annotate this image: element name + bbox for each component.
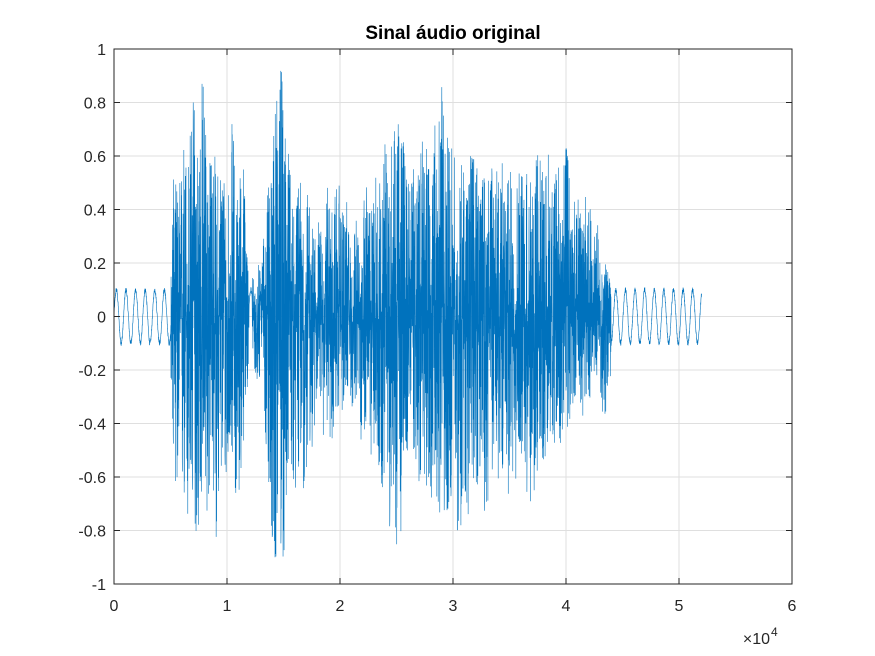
y-tick-label: 0.6 [84, 149, 106, 166]
x-tick-label: 0 [110, 598, 119, 615]
tick-labels: 0 1 2 3 4 5 6 -1 -0.8 -0.6 -0.4 -0.2 0 0.2 0.4 0.6 0.8 1 [78, 42, 796, 615]
y-tick-label: 0 [97, 310, 106, 327]
x-tick-label: 5 [675, 598, 684, 615]
signal-line [113, 70, 702, 558]
signal-series [113, 70, 702, 558]
y-tick-label: -1 [92, 577, 106, 594]
y-tick-label: -0.6 [78, 470, 106, 487]
x-tick-label: 4 [562, 598, 571, 615]
x-axis-multiplier-exponent: 4 [771, 625, 778, 639]
chart-title: Sinal áudio original [365, 23, 540, 44]
x-tick-label: 3 [449, 598, 458, 615]
y-tick-label: -0.4 [78, 417, 106, 434]
x-tick-label: 2 [336, 598, 345, 615]
x-tick-label: 6 [788, 598, 797, 615]
y-tick-label: -0.2 [78, 363, 106, 380]
x-tick-label: 1 [223, 598, 232, 615]
y-tick-label: 0.2 [84, 256, 106, 273]
y-tick-label: 0.4 [84, 203, 106, 220]
y-tick-label: 0.8 [84, 96, 106, 113]
y-tick-label: -0.8 [78, 524, 106, 541]
ticks [113, 48, 793, 585]
x-axis-multiplier: ×10 [743, 631, 770, 648]
y-tick-label: 1 [97, 42, 106, 59]
